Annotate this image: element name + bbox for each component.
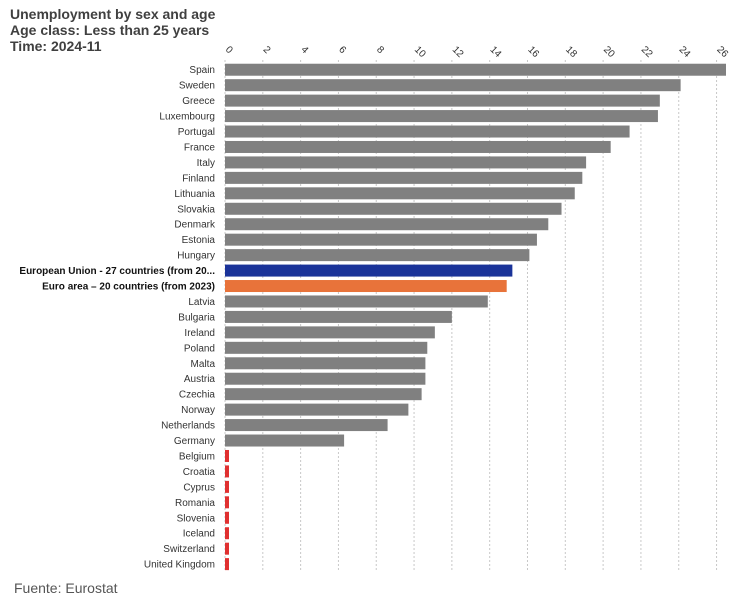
bar-denmark[interactable]: [225, 218, 549, 231]
category-labels: Spain Sweden Greece Luxembourg Portugal Franc…: [19, 65, 216, 570]
category-label: Sweden: [179, 81, 215, 92]
category-label: Netherlands: [161, 421, 215, 432]
category-label: Norway: [181, 405, 215, 416]
x-tick-label: 0: [223, 44, 235, 56]
bar-france[interactable]: [225, 140, 611, 153]
bar-austria[interactable]: [225, 372, 426, 385]
x-axis-ticks: 0 2 4 6 8 10 12 14 16 18 20 22 24 26: [223, 44, 731, 60]
x-tick-label: 12: [450, 44, 466, 60]
category-label: European Union - 27 countries (from 20..…: [19, 266, 215, 277]
category-label: Malta: [191, 359, 216, 370]
category-label: Ireland: [184, 328, 215, 339]
category-label: Cyprus: [183, 482, 215, 493]
category-label: Iceland: [183, 529, 215, 540]
x-tick-label: 6: [336, 44, 348, 56]
bar-norway[interactable]: [225, 403, 409, 416]
bar-croatia[interactable]: [225, 465, 229, 478]
category-label: Portugal: [178, 127, 215, 138]
category-label: Finland: [182, 173, 215, 184]
bar-netherlands[interactable]: [225, 419, 388, 432]
bar-malta[interactable]: [225, 357, 426, 370]
x-tick-label: 26: [714, 44, 730, 60]
category-label: Greece: [182, 96, 215, 107]
bar-spain[interactable]: [225, 63, 726, 76]
bar-romania[interactable]: [225, 496, 229, 509]
category-label: Denmark: [174, 220, 216, 231]
bar-slovakia[interactable]: [225, 202, 562, 215]
source-note: Fuente: Eurostat: [14, 580, 118, 596]
bars: [225, 63, 726, 571]
bar-hungary[interactable]: [225, 249, 530, 262]
category-label: Belgium: [179, 451, 215, 462]
category-label: Slovakia: [177, 204, 215, 215]
bar-italy[interactable]: [225, 156, 587, 169]
chart-title: Unemployment by sex and age: [10, 6, 216, 22]
bar-switzerland[interactable]: [225, 542, 229, 555]
bar-iceland[interactable]: [225, 527, 229, 540]
category-label: Estonia: [182, 235, 216, 246]
bar-united-kingdom[interactable]: [225, 558, 229, 571]
x-tick-label: 22: [639, 44, 655, 60]
category-label: United Kingdom: [144, 560, 215, 571]
bar-euro-area-20-countries-from-2023[interactable]: [225, 280, 507, 293]
bar-cyprus[interactable]: [225, 480, 229, 493]
category-label: Switzerland: [163, 544, 215, 555]
category-label: Euro area – 20 countries (from 2023): [42, 282, 215, 293]
x-tick-label: 8: [374, 44, 386, 56]
x-tick-label: 2: [261, 44, 273, 56]
bar-estonia[interactable]: [225, 233, 537, 246]
chart-subtitle-age-class: Age class: Less than 25 years: [10, 22, 210, 38]
category-label: Czechia: [179, 390, 216, 401]
bar-portugal[interactable]: [225, 125, 630, 138]
category-label: Luxembourg: [159, 112, 215, 123]
bar-germany[interactable]: [225, 434, 345, 447]
x-tick-label: 4: [299, 44, 311, 56]
category-label: Romania: [175, 498, 215, 509]
x-tick-label: 24: [677, 44, 693, 60]
bar-czechia[interactable]: [225, 388, 422, 401]
x-tick-label: 18: [563, 44, 579, 60]
bar-bulgaria[interactable]: [225, 310, 452, 323]
bar-belgium[interactable]: [225, 449, 229, 462]
bar-greece[interactable]: [225, 94, 660, 107]
chart-subtitle-time: Time: 2024-11: [10, 38, 102, 54]
bar-poland[interactable]: [225, 341, 428, 354]
x-tick-label: 10: [412, 44, 428, 60]
category-label: Poland: [184, 343, 215, 354]
bar-european-union-27-countries-from-20[interactable]: [225, 264, 513, 277]
category-label: Austria: [184, 374, 216, 385]
chart-title-block: Unemployment by sex and age Age class: L…: [10, 6, 215, 54]
bar-ireland[interactable]: [225, 326, 435, 339]
category-label: Latvia: [188, 297, 215, 308]
category-label: Bulgaria: [178, 312, 215, 323]
category-label: Slovenia: [177, 513, 216, 524]
category-label: Croatia: [183, 467, 216, 478]
bar-slovenia[interactable]: [225, 511, 229, 524]
bar-lithuania[interactable]: [225, 187, 575, 200]
x-tick-label: 20: [601, 44, 617, 60]
category-label: Italy: [197, 158, 215, 169]
bar-sweden[interactable]: [225, 79, 681, 92]
bar-luxembourg[interactable]: [225, 110, 658, 123]
category-label: Hungary: [177, 251, 215, 262]
category-label: Lithuania: [174, 189, 215, 200]
category-label: France: [184, 142, 216, 153]
bar-finland[interactable]: [225, 171, 583, 184]
category-label: Spain: [189, 65, 215, 76]
category-label: Germany: [174, 436, 215, 447]
x-tick-label: 14: [488, 44, 504, 60]
bar-latvia[interactable]: [225, 295, 488, 308]
x-tick-label: 16: [525, 44, 541, 60]
